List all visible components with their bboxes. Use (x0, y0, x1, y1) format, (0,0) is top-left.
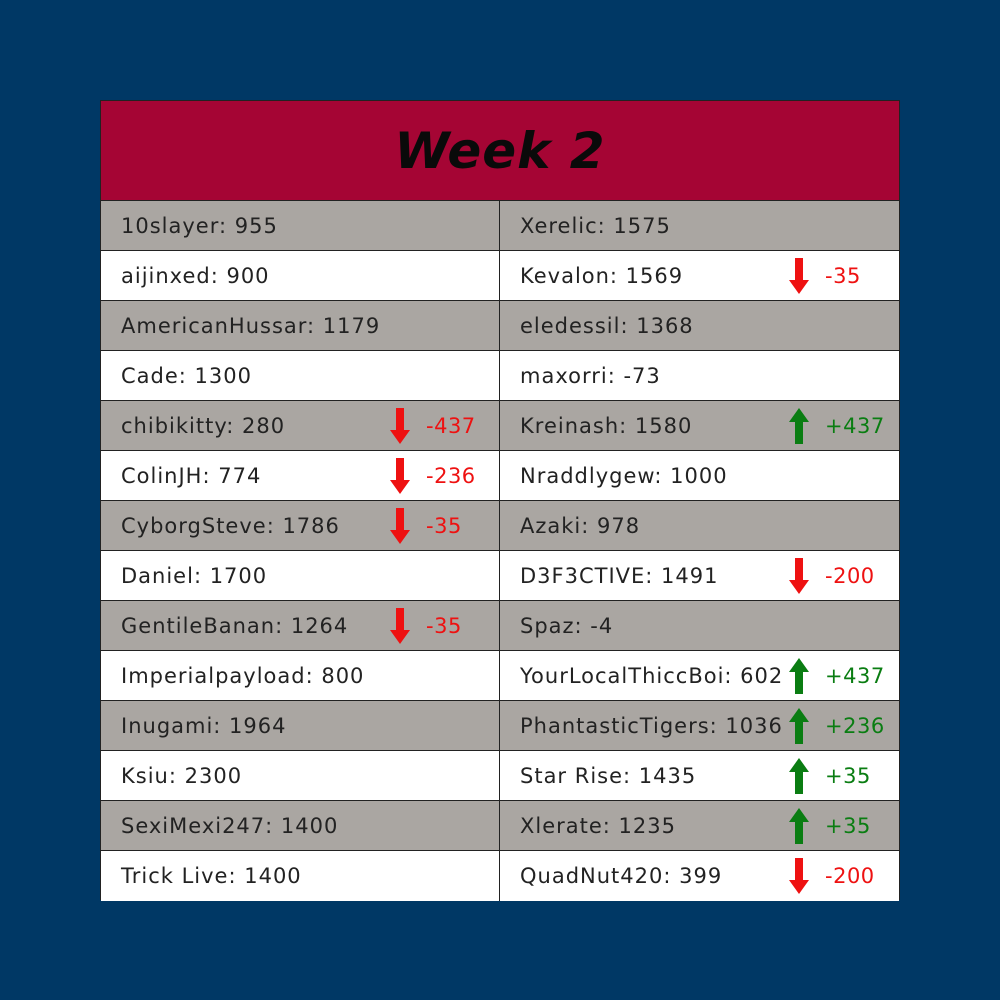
standings-row: maxorri: -73 (500, 351, 899, 401)
standings-row: Ksiu: 2300 (101, 751, 499, 801)
standings-row: Azaki: 978 (500, 501, 899, 551)
score-loss: -35 (426, 613, 462, 638)
player-score: Daniel: 1700 (121, 563, 268, 588)
player-score: Cade: 1300 (121, 363, 252, 388)
player-score: Trick Live: 1400 (121, 864, 302, 888)
standings-row: 10slayer: 955 (101, 201, 499, 251)
standings-row: GentileBanan: 1264 -35 (101, 601, 499, 651)
standings-row: Kreinash: 1580 +437 (500, 401, 899, 451)
player-score: maxorri: -73 (520, 363, 661, 388)
standings-row: CyborgSteve: 1786 -35 (101, 501, 499, 551)
standings-row: Imperialpayload: 800 (101, 651, 499, 701)
arrow-down-icon (789, 258, 809, 294)
standings-grid: 10slayer: 955 aijinxed: 900 AmericanHussar… (101, 201, 899, 901)
left-column: 10slayer: 955 aijinxed: 900 AmericanHussar… (101, 201, 500, 901)
standings-row: Kevalon: 1569 -35 (500, 251, 899, 301)
player-score: Xlerate: 1235 (520, 813, 676, 838)
standings-row: YourLocalThiccBoi: 602 +437 (500, 651, 899, 701)
score-gain: +437 (825, 413, 885, 438)
arrow-down-icon (390, 508, 410, 544)
player-score: YourLocalThiccBoi: 602 (520, 663, 784, 688)
right-column: Xerelic: 1575 Kevalon: 1569 -35 eledessil: … (500, 201, 899, 901)
score-loss: -200 (825, 864, 875, 888)
player-score: Imperialpayload: 800 (121, 663, 365, 688)
arrow-up-icon (789, 708, 809, 744)
standings-row: SexiMexi247: 1400 (101, 801, 499, 851)
standings-row: PhantasticTigers: 1036 +236 (500, 701, 899, 751)
arrow-down-icon (789, 858, 809, 894)
player-score: QuadNut420: 399 (520, 864, 723, 888)
player-score: SexiMexi247: 1400 (121, 813, 339, 838)
player-score: AmericanHussar: 1179 (121, 313, 381, 338)
score-loss: -437 (426, 413, 476, 438)
standings-row: eledessil: 1368 (500, 301, 899, 351)
arrow-down-icon (390, 458, 410, 494)
standings-row: Cade: 1300 (101, 351, 499, 401)
standings-row: AmericanHussar: 1179 (101, 301, 499, 351)
player-score: ColinJH: 774 (121, 463, 262, 488)
arrow-down-icon (789, 558, 809, 594)
player-score: Kreinash: 1580 (520, 413, 693, 438)
player-score: Azaki: 978 (520, 513, 641, 538)
standings-row: ColinJH: 774 -236 (101, 451, 499, 501)
standings-row: D3F3CTIVE: 1491 -200 (500, 551, 899, 601)
player-score: GentileBanan: 1264 (121, 613, 349, 638)
standings-row: QuadNut420: 399 -200 (500, 851, 899, 901)
week-title: Week 2 (394, 121, 606, 180)
player-score: D3F3CTIVE: 1491 (520, 563, 719, 588)
player-score: 10slayer: 955 (121, 213, 278, 238)
arrow-up-icon (789, 408, 809, 444)
player-score: eledessil: 1368 (520, 313, 694, 338)
player-score: Kevalon: 1569 (520, 263, 684, 288)
arrow-up-icon (789, 658, 809, 694)
arrow-up-icon (789, 808, 809, 844)
header-banner: Week 2 (101, 101, 899, 201)
player-score: Nraddlygew: 1000 (520, 463, 728, 488)
leaderboard: Week 2 10slayer: 955 aijinxed: 900 America… (100, 100, 900, 901)
score-gain: +437 (825, 663, 885, 688)
standings-row: Xerelic: 1575 (500, 201, 899, 251)
arrow-down-icon (390, 408, 410, 444)
player-score: chibikitty: 280 (121, 413, 286, 438)
score-loss: -35 (426, 513, 462, 538)
score-loss: -35 (825, 263, 861, 288)
player-score: PhantasticTigers: 1036 (520, 713, 783, 738)
player-score: Ksiu: 2300 (121, 763, 243, 788)
standings-row: Xlerate: 1235 +35 (500, 801, 899, 851)
player-score: Inugami: 1964 (121, 713, 287, 738)
score-loss: -236 (426, 463, 476, 488)
standings-row: Nraddlygew: 1000 (500, 451, 899, 501)
score-gain: +236 (825, 713, 885, 738)
score-gain: +35 (825, 813, 871, 838)
standings-row: Star Rise: 1435 +35 (500, 751, 899, 801)
standings-row: Daniel: 1700 (101, 551, 499, 601)
player-score: Spaz: -4 (520, 613, 614, 638)
arrow-down-icon (390, 608, 410, 644)
player-score: aijinxed: 900 (121, 263, 270, 288)
player-score: Star Rise: 1435 (520, 763, 697, 788)
standings-row: chibikitty: 280 -437 (101, 401, 499, 451)
player-score: Xerelic: 1575 (520, 213, 671, 238)
standings-row: Spaz: -4 (500, 601, 899, 651)
standings-row: Trick Live: 1400 (101, 851, 499, 901)
score-loss: -200 (825, 563, 875, 588)
standings-row: aijinxed: 900 (101, 251, 499, 301)
score-gain: +35 (825, 763, 871, 788)
arrow-up-icon (789, 758, 809, 794)
standings-row: Inugami: 1964 (101, 701, 499, 751)
player-score: CyborgSteve: 1786 (121, 513, 340, 538)
